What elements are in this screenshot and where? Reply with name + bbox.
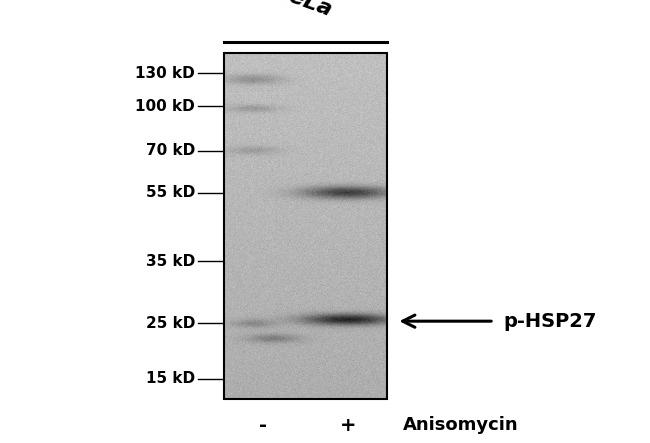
Text: 70 kD: 70 kD: [146, 143, 195, 158]
Text: p-HSP27: p-HSP27: [504, 312, 597, 330]
Bar: [0, 399, 650, 443]
Text: 35 kD: 35 kD: [146, 254, 195, 269]
Bar: [387, 0, 650, 443]
Text: 15 kD: 15 kD: [146, 371, 195, 386]
Bar: [0, 0, 650, 53]
Text: 100 kD: 100 kD: [135, 99, 195, 114]
Text: +: +: [339, 416, 356, 435]
Text: 25 kD: 25 kD: [146, 316, 195, 331]
Text: -: -: [259, 416, 267, 435]
Bar: [224, 53, 387, 399]
Text: 55 kD: 55 kD: [146, 185, 195, 200]
Text: Anisomycin: Anisomycin: [403, 416, 519, 434]
Text: 130 kD: 130 kD: [135, 66, 195, 81]
Text: HeLa: HeLa: [269, 0, 335, 20]
Bar: [0, 0, 224, 443]
